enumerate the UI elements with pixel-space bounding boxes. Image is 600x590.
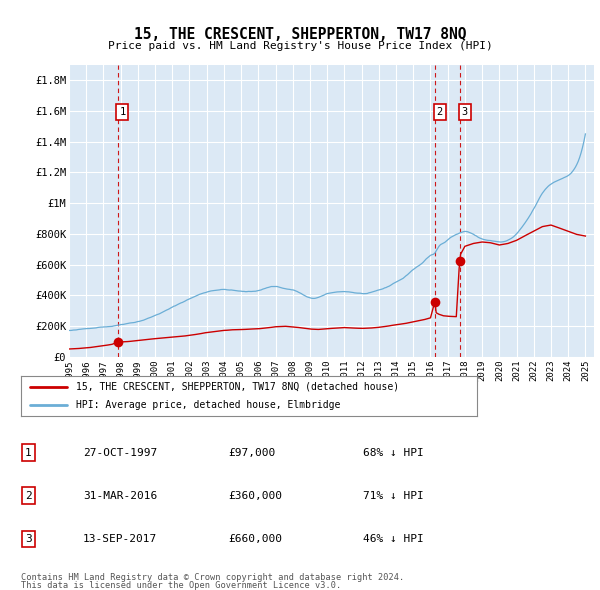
Text: 27-OCT-1997: 27-OCT-1997	[83, 448, 157, 457]
Text: 3: 3	[461, 107, 468, 117]
Text: 46% ↓ HPI: 46% ↓ HPI	[363, 534, 424, 543]
Text: HPI: Average price, detached house, Elmbridge: HPI: Average price, detached house, Elmb…	[76, 400, 340, 410]
Text: 3: 3	[25, 534, 32, 543]
Text: £660,000: £660,000	[228, 534, 282, 543]
Text: 1: 1	[25, 448, 32, 457]
Text: 31-MAR-2016: 31-MAR-2016	[83, 491, 157, 500]
Text: 2: 2	[437, 107, 443, 117]
Text: £360,000: £360,000	[228, 491, 282, 500]
Text: 1: 1	[119, 107, 125, 117]
Text: Contains HM Land Registry data © Crown copyright and database right 2024.: Contains HM Land Registry data © Crown c…	[21, 572, 404, 582]
Text: 15, THE CRESCENT, SHEPPERTON, TW17 8NQ (detached house): 15, THE CRESCENT, SHEPPERTON, TW17 8NQ (…	[76, 382, 399, 392]
Text: 2: 2	[25, 491, 32, 500]
Text: 15, THE CRESCENT, SHEPPERTON, TW17 8NQ: 15, THE CRESCENT, SHEPPERTON, TW17 8NQ	[134, 27, 466, 42]
Text: 68% ↓ HPI: 68% ↓ HPI	[363, 448, 424, 457]
Text: £97,000: £97,000	[228, 448, 275, 457]
Text: 71% ↓ HPI: 71% ↓ HPI	[363, 491, 424, 500]
Text: Price paid vs. HM Land Registry's House Price Index (HPI): Price paid vs. HM Land Registry's House …	[107, 41, 493, 51]
Text: 13-SEP-2017: 13-SEP-2017	[83, 534, 157, 543]
Text: This data is licensed under the Open Government Licence v3.0.: This data is licensed under the Open Gov…	[21, 581, 341, 590]
